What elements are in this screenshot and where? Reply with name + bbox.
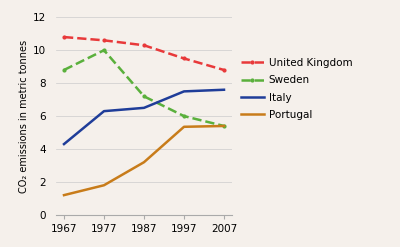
United Kingdom xyxy=(182,57,186,60)
Italy xyxy=(222,88,226,91)
Italy xyxy=(102,110,106,113)
Line: United Kingdom: United Kingdom xyxy=(61,34,227,73)
United Kingdom xyxy=(222,68,226,71)
Portugal xyxy=(102,184,106,187)
Sweden xyxy=(62,68,66,71)
Line: Italy: Italy xyxy=(64,90,224,144)
Sweden xyxy=(222,124,226,127)
Portugal xyxy=(62,194,66,197)
United Kingdom xyxy=(102,39,106,42)
Line: Portugal: Portugal xyxy=(64,126,224,195)
Y-axis label: CO₂ emissions in metric tonnes: CO₂ emissions in metric tonnes xyxy=(19,40,29,193)
Italy xyxy=(142,106,146,109)
Portugal xyxy=(142,161,146,164)
Sweden xyxy=(182,115,186,118)
Line: Sweden: Sweden xyxy=(61,47,227,129)
Italy xyxy=(182,90,186,93)
Sweden xyxy=(102,49,106,52)
Sweden xyxy=(142,95,146,98)
United Kingdom xyxy=(62,36,66,39)
Legend: United Kingdom, Sweden, Italy, Portugal: United Kingdom, Sweden, Italy, Portugal xyxy=(241,58,352,120)
Portugal xyxy=(182,125,186,128)
Portugal xyxy=(222,124,226,127)
United Kingdom xyxy=(142,44,146,47)
Italy xyxy=(62,143,66,145)
